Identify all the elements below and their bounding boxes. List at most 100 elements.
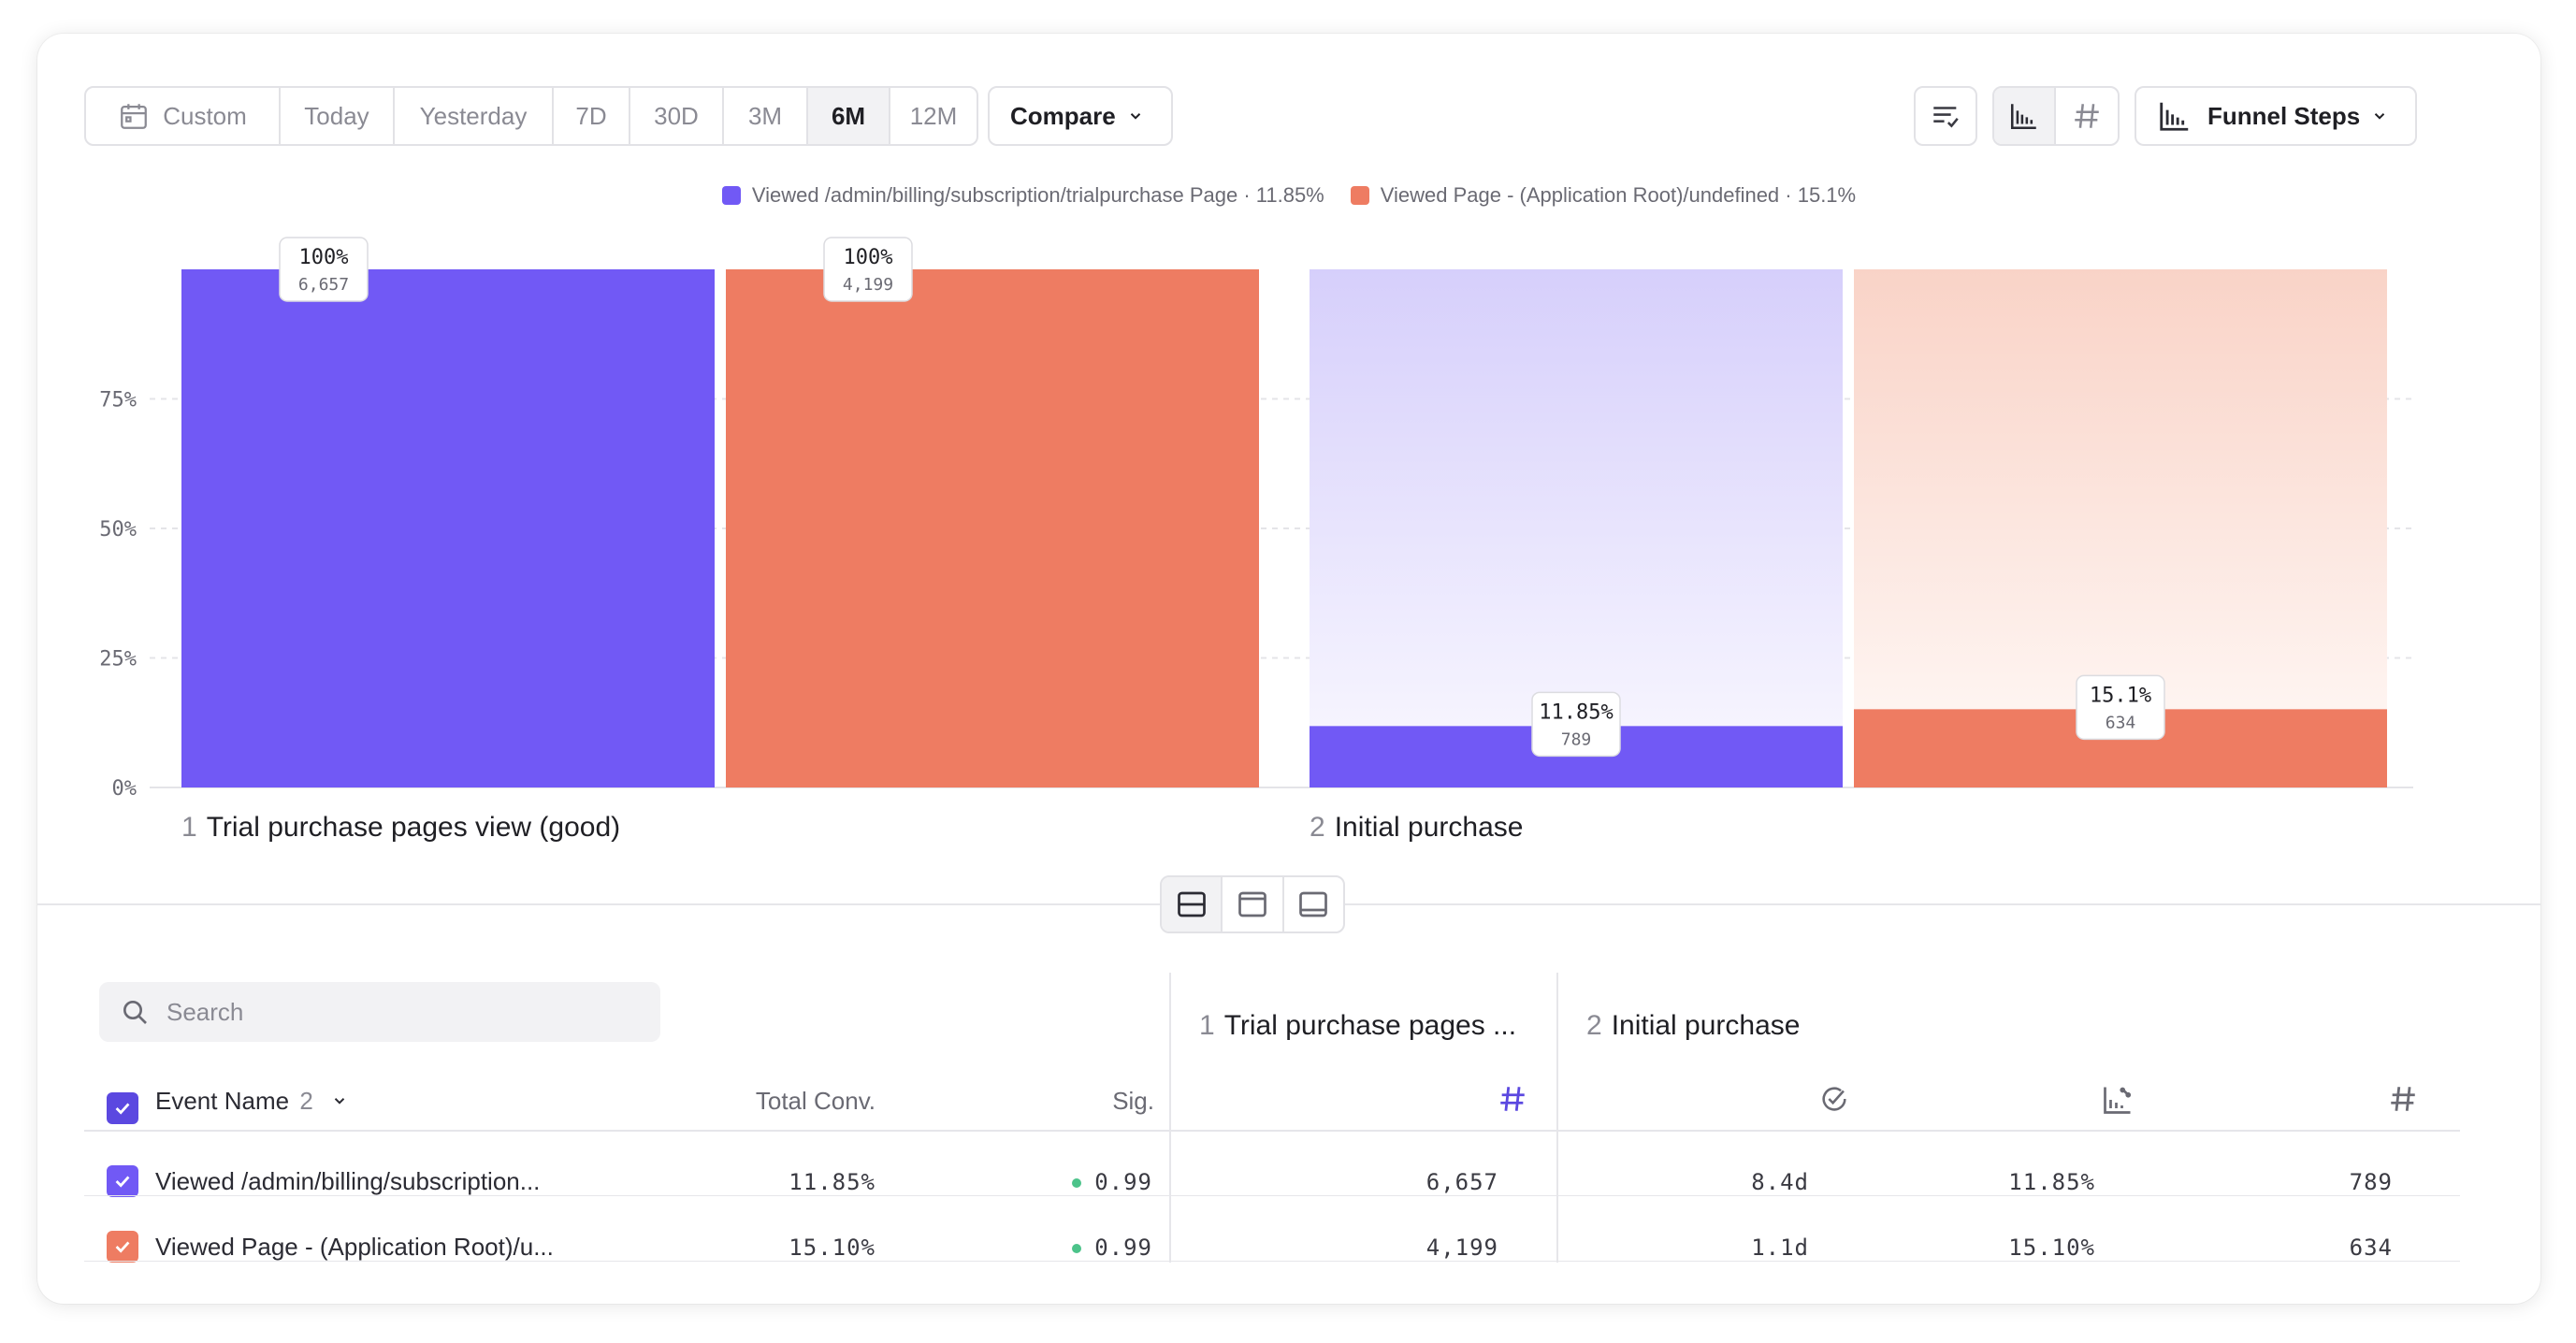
step-name: Trial purchase pages view (good)	[206, 812, 621, 843]
conversion-bar[interactable]	[181, 269, 715, 787]
step-label-1: 1 Trial purchase pages view (good)	[181, 812, 620, 844]
legend-swatch	[1350, 186, 1369, 205]
date-range-custom-label: Custom	[163, 101, 247, 130]
top-panel-icon	[1238, 891, 1266, 917]
step-number: 1	[1199, 1010, 1215, 1041]
date-range-6m[interactable]: 6M	[808, 88, 890, 144]
sort-button[interactable]	[1914, 86, 1977, 146]
legend-label: Viewed Page - (Application Root)/undefin…	[1380, 183, 1857, 207]
y-tick-label: 25%	[99, 648, 137, 672]
layout-chart-only-button[interactable]	[1223, 877, 1284, 931]
legend-item[interactable]: Viewed Page - (Application Root)/undefin…	[1350, 183, 1857, 208]
chevron-down-icon	[2375, 113, 2385, 120]
search-icon	[123, 1001, 147, 1024]
time-to-convert: 8.4d	[1751, 1169, 1809, 1195]
step-name: Initial purchase	[1334, 812, 1524, 843]
date-range-30d[interactable]: 30D	[630, 88, 724, 144]
bar-count-label: 6,657	[298, 275, 349, 295]
group-label: Trial purchase pages ...	[1223, 1010, 1517, 1041]
row-checkbox[interactable]	[107, 1231, 138, 1263]
bar-value-label: 15.1% 634	[2076, 674, 2165, 741]
funnel-steps-label: Funnel Steps	[2207, 101, 2361, 130]
y-tick-label: 50%	[99, 518, 137, 542]
event-name: Viewed /admin/billing/subscription...	[155, 1167, 541, 1195]
split-view-icon	[1177, 891, 1206, 917]
step2-count-header[interactable]	[2387, 1083, 2419, 1121]
bar-percent-label: 100%	[844, 246, 893, 269]
group-label: Initial purchase	[1611, 1010, 1801, 1041]
chevron-down-icon	[334, 1098, 345, 1105]
date-range-12m[interactable]: 12M	[909, 101, 958, 130]
clock-check-icon	[1822, 1087, 1846, 1111]
date-range-custom[interactable]: Custom	[86, 88, 281, 144]
legend-item[interactable]: Viewed /admin/billing/subscription/trial…	[721, 183, 1324, 208]
layout-split-button[interactable]	[1162, 877, 1223, 931]
bar-value-label: 100% 6,657	[279, 237, 369, 302]
row-divider	[84, 1261, 2460, 1262]
bar-chart-mode-button[interactable]	[1994, 88, 2057, 144]
bar-value-label: 100% 4,199	[823, 237, 913, 302]
bar-value-label: 11.85% 789	[1531, 691, 1621, 758]
search-input[interactable]	[166, 997, 615, 1027]
legend-swatch	[721, 186, 741, 205]
hash-icon	[2391, 1087, 2415, 1111]
layout-table-only-button[interactable]	[1284, 877, 1343, 931]
sig-number: 0.99	[1094, 1235, 1152, 1261]
total-conv-value: 15.10%	[789, 1235, 876, 1261]
bar-percent-label: 11.85%	[1539, 700, 1613, 724]
step2-count: 789	[2349, 1169, 2393, 1195]
date-range-yesterday[interactable]: Yesterday	[395, 88, 554, 144]
table-group-step-1: 1 Trial purchase pages ...	[1199, 1010, 1516, 1042]
step1-count-header[interactable]	[1497, 1083, 1528, 1121]
funnel-chart: 0%25%50%75% 100%6,657100%4,19911.85%7891…	[99, 237, 2413, 801]
bar-percent-label: 15.1%	[2090, 684, 2151, 707]
chart-legend: Viewed /admin/billing/subscription/trial…	[37, 183, 2540, 208]
time-to-convert: 1.1d	[1751, 1235, 1809, 1261]
check-icon	[115, 1176, 130, 1188]
step-number: 2	[1310, 812, 1325, 843]
sig-value: 0.99	[1072, 1169, 1152, 1195]
bottom-panel-icon	[1299, 891, 1328, 917]
compare-label: Compare	[1010, 101, 1116, 130]
event-name-header[interactable]: Event Name 2	[155, 1087, 348, 1116]
event-count: 2	[299, 1087, 313, 1115]
bar-label-box	[279, 237, 369, 302]
conversion-rate-header[interactable]	[2101, 1083, 2135, 1123]
check-icon	[115, 1103, 130, 1115]
row-checkbox[interactable]	[107, 1165, 138, 1197]
search-field[interactable]	[99, 982, 660, 1042]
sig-number: 0.99	[1094, 1169, 1152, 1195]
date-range-3m[interactable]: 3M	[724, 88, 808, 144]
sig-value: 0.99	[1072, 1235, 1152, 1261]
date-range-today[interactable]: Today	[281, 88, 395, 144]
funnel-card: Custom Today Yesterday 7D 30D 3M 6M 12M …	[37, 34, 2540, 1304]
date-range-7d[interactable]: 7D	[554, 88, 630, 144]
check-icon	[115, 1241, 130, 1253]
bar-label-box	[1531, 691, 1621, 758]
conversion-rate: 15.10%	[2008, 1235, 2095, 1261]
bar-count-label: 634	[2106, 713, 2136, 732]
significance-dot	[1072, 1178, 1082, 1188]
event-name-header-label: Event Name	[155, 1087, 290, 1115]
event-name: Viewed Page - (Application Root)/u...	[155, 1233, 554, 1261]
hash-icon	[2075, 104, 2099, 128]
conversion-bar[interactable]	[726, 269, 1259, 787]
step-label-2: 2 Initial purchase	[1310, 812, 1523, 844]
select-all-checkbox[interactable]	[107, 1092, 138, 1124]
count-mode-button[interactable]	[2056, 88, 2118, 144]
step-number: 1	[181, 812, 197, 843]
compare-button[interactable]: Compare	[988, 86, 1173, 146]
bar-chart-icon	[2010, 104, 2036, 130]
total-conv-header[interactable]: Total Conv.	[755, 1087, 876, 1115]
chevron-down-icon	[1130, 113, 1140, 120]
column-divider	[1169, 973, 1171, 1263]
time-to-convert-header[interactable]	[1818, 1083, 1850, 1121]
hash-icon	[1500, 1087, 1525, 1111]
funnel-steps-dropdown[interactable]: Funnel Steps	[2135, 86, 2417, 146]
bar-label-box	[823, 237, 913, 302]
y-tick-label: 75%	[99, 389, 137, 412]
bar-count-label: 789	[1561, 729, 1592, 749]
sig-header[interactable]: Sig.	[1112, 1087, 1154, 1115]
step1-count: 6,657	[1425, 1169, 1498, 1195]
legend-label: Viewed /admin/billing/subscription/trial…	[751, 183, 1324, 207]
